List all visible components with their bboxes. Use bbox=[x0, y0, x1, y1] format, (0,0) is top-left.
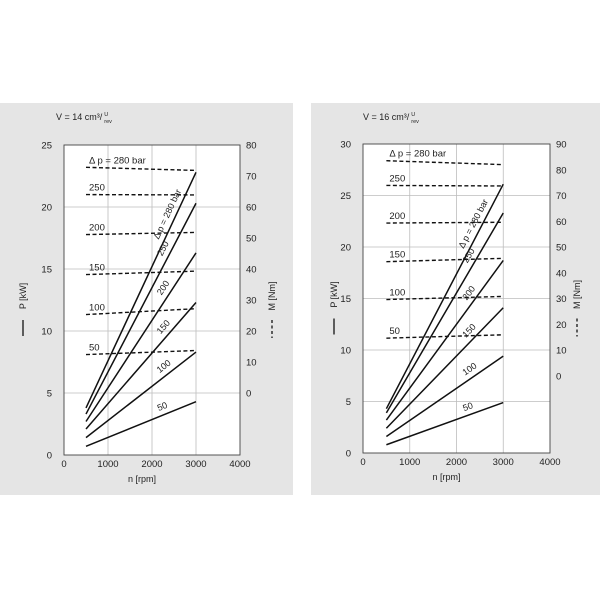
y2-axis-label: M [Nm] bbox=[267, 282, 277, 311]
y2-tick-label: 30 bbox=[556, 294, 567, 305]
y-tick-label: 5 bbox=[346, 397, 351, 408]
y2-tick-label: 20 bbox=[556, 320, 567, 331]
torque-line-label: Δ p = 280 bar bbox=[89, 155, 146, 166]
chart-title: V = 14 cm³/ bbox=[56, 112, 103, 122]
plot-frame bbox=[362, 143, 551, 454]
y2-tick-label: 50 bbox=[246, 234, 257, 245]
torque-line-1 bbox=[85, 307, 197, 316]
x-tick-label: 4000 bbox=[229, 459, 250, 470]
power-line-0 bbox=[85, 400, 197, 448]
y2-tick-label: 0 bbox=[556, 371, 561, 382]
chart-right-svg: 0 1000 2000 3000 4000 0 5 10 15 20 25 30 0 10 20 30 40 50… bbox=[329, 112, 582, 482]
power-line-4 bbox=[85, 202, 197, 415]
chart-left-svg: 0 1000 2000 3000 400005101520250102030405060… bbox=[18, 112, 277, 484]
y-axis-label: P [kW] bbox=[329, 281, 339, 307]
title-unit-numerator: U bbox=[411, 112, 415, 118]
title-unit-denominator: rev bbox=[104, 119, 112, 125]
x-tick-label: 1000 bbox=[399, 457, 420, 468]
y2-tick-label: 60 bbox=[246, 203, 257, 214]
y2-tick-label: 20 bbox=[246, 327, 257, 338]
title-unit-numerator: U bbox=[104, 112, 108, 118]
y-tick-label: 10 bbox=[41, 327, 52, 338]
y-tick-label: 20 bbox=[340, 243, 351, 254]
y2-tick-label: 50 bbox=[556, 243, 567, 254]
y2-tick-label: 10 bbox=[246, 358, 257, 369]
y2-tick-label: 80 bbox=[556, 165, 567, 176]
power-line-2 bbox=[385, 307, 504, 429]
torque-line-5 bbox=[85, 166, 197, 172]
torque-line-label: 200 bbox=[389, 211, 405, 222]
x-axis-label: n [rpm] bbox=[128, 474, 156, 484]
x-tick-label: 0 bbox=[360, 457, 365, 468]
x-tick-label: 3000 bbox=[185, 459, 206, 470]
y-tick-label: 25 bbox=[340, 191, 351, 202]
y2-tick-label: 80 bbox=[246, 141, 257, 152]
torque-line-label: 250 bbox=[389, 173, 405, 184]
chart-panel-left: 0 1000 2000 3000 4000 0 5 10 15 20 25 0 10 20 30 40 50 60… bbox=[0, 103, 293, 495]
torque-line-label: 100 bbox=[89, 303, 105, 314]
y2-tick-label: 40 bbox=[556, 268, 567, 279]
torque-line-3 bbox=[85, 231, 197, 236]
x-tick-label: 2000 bbox=[446, 457, 467, 468]
power-line-5 bbox=[85, 171, 197, 409]
torque-line-label: 150 bbox=[389, 250, 405, 261]
y2-tick-label: 70 bbox=[246, 172, 257, 183]
y-tick-label: 0 bbox=[47, 451, 52, 462]
y-tick-label: 10 bbox=[340, 346, 351, 357]
x-tick-label: 2000 bbox=[141, 459, 162, 470]
y-tick-label: 15 bbox=[41, 265, 52, 276]
chart-title: V = 16 cm³/ bbox=[363, 112, 410, 122]
torque-line-label: 50 bbox=[89, 343, 100, 354]
power-line-3 bbox=[85, 252, 197, 422]
power-line-label: 50 bbox=[156, 400, 169, 413]
y2-tick-label: 90 bbox=[556, 140, 567, 151]
y-tick-label: 15 bbox=[340, 294, 351, 305]
x-tick-label: 1000 bbox=[97, 459, 118, 470]
torque-line-label: 150 bbox=[89, 263, 105, 274]
chart-panel-right: 0 1000 2000 3000 4000 0 5 10 15 20 25 30 0 10 20 30 40 50… bbox=[311, 103, 600, 495]
y-tick-label: 25 bbox=[41, 141, 52, 152]
title-unit-denominator: rev bbox=[411, 119, 419, 125]
torque-line-label: Δ p = 280 bar bbox=[389, 149, 446, 160]
plot-frame bbox=[63, 144, 241, 456]
y2-tick-label: 30 bbox=[246, 296, 257, 307]
power-line-4 bbox=[385, 212, 504, 414]
y-tick-label: 20 bbox=[41, 203, 52, 214]
x-tick-label: 3000 bbox=[493, 457, 514, 468]
y-tick-label: 5 bbox=[47, 389, 52, 400]
power-line-label: 50 bbox=[461, 400, 474, 413]
y2-tick-label: 10 bbox=[556, 346, 567, 357]
y2-tick-label: 0 bbox=[246, 389, 251, 400]
power-line-1 bbox=[85, 351, 197, 439]
torque-line-2 bbox=[85, 270, 197, 276]
power-line-2 bbox=[85, 301, 197, 430]
x-axis-label: n [rpm] bbox=[432, 472, 460, 482]
torque-line-label: 50 bbox=[389, 326, 400, 337]
y-tick-label: 0 bbox=[346, 449, 351, 460]
torque-line-label: 250 bbox=[89, 183, 105, 194]
power-line-0 bbox=[386, 401, 504, 446]
x-tick-label: 4000 bbox=[539, 457, 560, 468]
y2-tick-label: 60 bbox=[556, 217, 567, 228]
y2-tick-label: 40 bbox=[246, 265, 257, 276]
y-tick-label: 30 bbox=[340, 140, 351, 151]
power-line-3 bbox=[385, 259, 504, 421]
power-line-1 bbox=[385, 355, 504, 438]
y-axis-label: P [kW] bbox=[18, 283, 28, 309]
x-tick-label: 0 bbox=[61, 459, 66, 470]
torque-line-label: 200 bbox=[89, 223, 105, 234]
y2-axis-label: M [Nm] bbox=[572, 280, 582, 309]
y2-tick-label: 70 bbox=[556, 191, 567, 202]
power-line-5 bbox=[385, 183, 504, 410]
torque-line-label: 100 bbox=[389, 288, 405, 299]
torque-line-0 bbox=[85, 349, 197, 356]
